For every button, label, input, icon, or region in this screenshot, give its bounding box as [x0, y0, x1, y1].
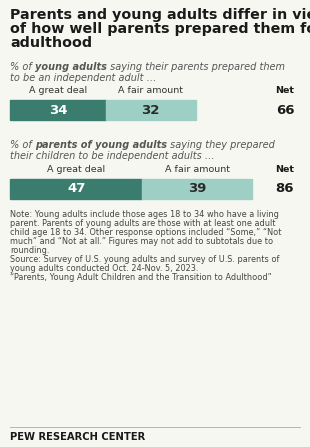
Text: A fair amount: A fair amount: [165, 165, 230, 174]
Text: A great deal: A great deal: [29, 86, 87, 95]
Text: Parents and young adults differ in views: Parents and young adults differ in views: [10, 8, 310, 22]
Text: parents of young adults: parents of young adults: [35, 140, 167, 150]
Text: A great deal: A great deal: [47, 165, 105, 174]
Text: saying they prepared: saying they prepared: [167, 140, 275, 150]
Text: 39: 39: [188, 182, 206, 195]
Text: 34: 34: [49, 104, 67, 117]
Text: rounding.: rounding.: [10, 246, 49, 255]
Text: young adults conducted Oct. 24-Nov. 5, 2023.: young adults conducted Oct. 24-Nov. 5, 2…: [10, 264, 198, 273]
Text: Source: Survey of U.S. young adults and survey of U.S. parents of: Source: Survey of U.S. young adults and …: [10, 255, 279, 264]
Text: Net: Net: [276, 165, 294, 174]
Text: 47: 47: [67, 182, 85, 195]
Bar: [106, 100, 196, 120]
Text: parent. Parents of young adults are those with at least one adult: parent. Parents of young adults are thos…: [10, 219, 276, 228]
Text: 86: 86: [276, 182, 294, 195]
Text: % of: % of: [10, 140, 35, 150]
Text: 66: 66: [276, 104, 294, 117]
Text: Note: Young adults include those ages 18 to 34 who have a living: Note: Young adults include those ages 18…: [10, 210, 279, 219]
Text: A fair amount: A fair amount: [118, 86, 183, 95]
Text: % of: % of: [10, 62, 35, 72]
Text: adulthood: adulthood: [10, 36, 92, 50]
Text: young adults: young adults: [35, 62, 107, 72]
Bar: [10, 100, 106, 120]
Text: of how well parents prepared them for: of how well parents prepared them for: [10, 22, 310, 36]
Text: Net: Net: [276, 86, 294, 95]
Text: 32: 32: [141, 104, 160, 117]
Text: PEW RESEARCH CENTER: PEW RESEARCH CENTER: [10, 432, 145, 442]
Text: their children to be independent adults …: their children to be independent adults …: [10, 151, 215, 161]
Text: “Parents, Young Adult Children and the Transition to Adulthood”: “Parents, Young Adult Children and the T…: [10, 273, 272, 282]
Text: saying their parents prepared them: saying their parents prepared them: [107, 62, 285, 72]
Text: to be an independent adult …: to be an independent adult …: [10, 73, 156, 83]
Text: child age 18 to 34. Other response options included “Some,” “Not: child age 18 to 34. Other response optio…: [10, 228, 281, 237]
Bar: [142, 179, 252, 199]
Text: much” and “Not at all.” Figures may not add to subtotals due to: much” and “Not at all.” Figures may not …: [10, 237, 273, 246]
Bar: [10, 179, 142, 199]
